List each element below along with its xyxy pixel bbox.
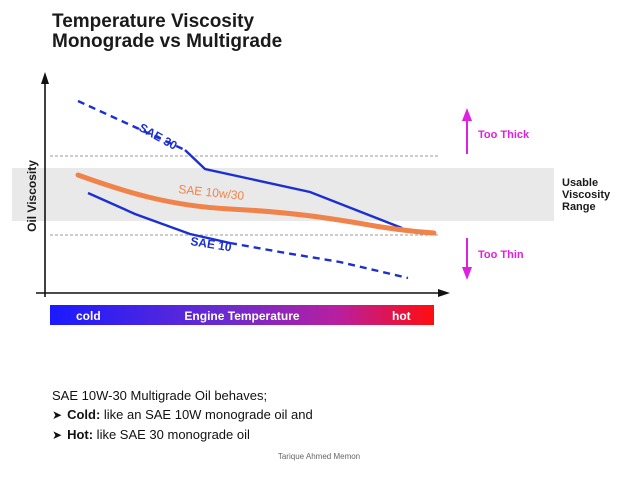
temp-hot-label: hot [392, 309, 411, 323]
bullet-item-hot: ➤ Hot: like SAE 30 monograde oil [52, 425, 313, 445]
bullet-text: SAE 10W-30 Multigrade Oil behaves; ➤ Cold… [52, 386, 313, 445]
bullet-cold-label: Cold: [67, 407, 101, 422]
sae30-curve [77, 99, 403, 230]
temp-cold-label: cold [76, 309, 101, 323]
slide-title: Temperature Viscosity Monograde vs Multi… [52, 12, 282, 52]
too-thin-label: Too Thin [478, 249, 524, 261]
sae10w30-curve [75, 172, 437, 236]
bullet-arrow-icon: ➤ [52, 408, 63, 422]
too-thick-label: Too Thick [478, 129, 530, 141]
range-label-line-2: Viscosity [562, 189, 611, 201]
y-axis-label: Oil Viscosity [25, 160, 39, 232]
sae10-curve [87, 191, 409, 280]
range-label-line-3: Range [562, 201, 596, 213]
y-axis [41, 72, 49, 297]
sae30-label: SAE 30 [137, 120, 180, 152]
range-label-line-1: Usable [562, 177, 598, 189]
sae10w30-label: SAE 10w/30 [178, 182, 245, 203]
too-thin-arrow-icon [462, 238, 472, 280]
bullet-item-cold: ➤ Cold: like an SAE 10W monograde oil and [52, 405, 313, 425]
temperature-bar [50, 305, 434, 325]
bullet-hot-text: like SAE 30 monograde oil [93, 427, 250, 442]
author-footer: Tarique Ahmed Memon [277, 452, 361, 461]
title-line-2: Monograde vs Multigrade [52, 31, 283, 52]
bullet-arrow-icon: ➤ [52, 428, 63, 442]
bullet-cold-text: like an SAE 10W monograde oil and [100, 407, 313, 422]
viscosity-diagram: Oil Viscosity SAE 30 SAE 10 SAE 10w/30 T… [12, 72, 611, 325]
bullet-hot-label: Hot: [67, 427, 94, 442]
sae10-label: SAE 10 [190, 234, 233, 254]
temp-middle-label: Engine Temperature [184, 309, 299, 323]
bullet-intro: SAE 10W-30 Multigrade Oil behaves; [52, 388, 268, 403]
x-axis [36, 289, 450, 297]
too-thick-arrow-icon [462, 108, 472, 154]
usable-range-label: Usable Viscosity Range [562, 177, 611, 213]
title-line-1: Temperature Viscosity [52, 11, 255, 32]
